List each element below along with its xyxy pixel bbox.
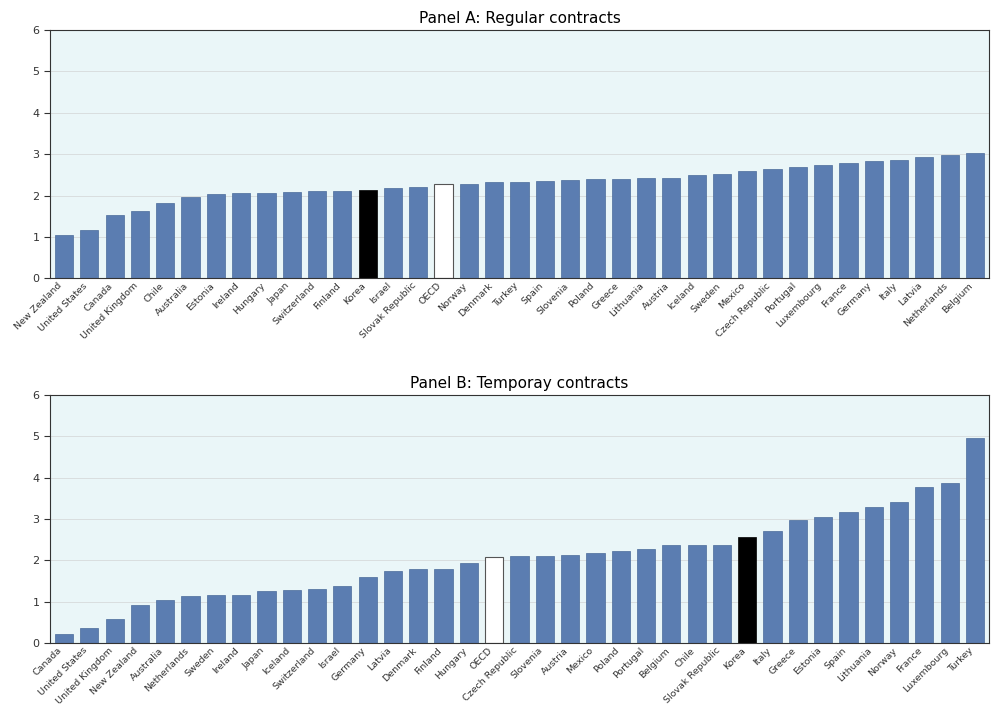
Bar xyxy=(434,569,453,643)
Bar xyxy=(536,181,554,278)
Bar xyxy=(485,557,503,643)
Bar xyxy=(890,160,908,278)
Bar xyxy=(80,230,98,278)
Bar xyxy=(738,537,756,643)
Bar xyxy=(384,571,402,643)
Bar xyxy=(283,192,301,278)
Bar xyxy=(662,178,680,278)
Bar xyxy=(688,544,706,643)
Bar xyxy=(713,544,731,643)
Bar xyxy=(333,586,351,643)
Bar xyxy=(409,569,427,643)
Bar xyxy=(257,592,276,643)
Bar xyxy=(763,531,782,643)
Bar xyxy=(941,156,959,278)
Bar xyxy=(106,619,124,643)
Bar xyxy=(156,599,174,643)
Bar xyxy=(460,563,478,643)
Bar xyxy=(333,191,351,278)
Bar xyxy=(131,212,149,278)
Bar xyxy=(865,161,883,278)
Bar xyxy=(890,501,908,643)
Bar xyxy=(915,158,933,278)
Bar xyxy=(839,512,858,643)
Bar xyxy=(131,605,149,643)
Bar xyxy=(738,171,756,278)
Bar xyxy=(359,190,377,278)
Bar xyxy=(181,596,200,643)
Bar xyxy=(814,517,832,643)
Bar xyxy=(814,166,832,278)
Bar xyxy=(561,555,579,643)
Bar xyxy=(915,488,933,643)
Bar xyxy=(106,215,124,278)
Bar xyxy=(460,184,478,278)
Bar xyxy=(637,549,655,643)
Bar xyxy=(612,179,630,278)
Bar xyxy=(181,197,200,278)
Bar xyxy=(586,553,605,643)
Bar xyxy=(232,194,250,278)
Bar xyxy=(510,556,529,643)
Bar xyxy=(789,520,807,643)
Bar xyxy=(586,179,605,278)
Bar xyxy=(308,191,326,278)
Bar xyxy=(510,182,529,278)
Bar xyxy=(763,169,782,278)
Bar xyxy=(384,189,402,278)
Bar xyxy=(207,194,225,278)
Bar xyxy=(941,483,959,643)
Bar xyxy=(232,594,250,643)
Bar xyxy=(839,163,858,278)
Title: Panel A: Regular contracts: Panel A: Regular contracts xyxy=(419,11,620,26)
Bar xyxy=(55,635,73,643)
Bar xyxy=(156,203,174,278)
Bar xyxy=(966,153,984,278)
Bar xyxy=(713,174,731,278)
Bar xyxy=(409,187,427,278)
Bar xyxy=(308,589,326,643)
Bar xyxy=(688,175,706,278)
Bar xyxy=(434,184,453,278)
Bar xyxy=(966,438,984,643)
Bar xyxy=(865,508,883,643)
Title: Panel B: Temporay contracts: Panel B: Temporay contracts xyxy=(410,376,629,391)
Bar xyxy=(55,235,73,278)
Bar xyxy=(536,556,554,643)
Bar xyxy=(485,182,503,278)
Bar xyxy=(612,551,630,643)
Bar xyxy=(257,193,276,278)
Bar xyxy=(637,178,655,278)
Bar xyxy=(80,628,98,643)
Bar xyxy=(789,167,807,278)
Bar xyxy=(207,594,225,643)
Bar xyxy=(359,576,377,643)
Bar xyxy=(283,591,301,643)
Bar xyxy=(662,546,680,643)
Bar xyxy=(561,180,579,278)
